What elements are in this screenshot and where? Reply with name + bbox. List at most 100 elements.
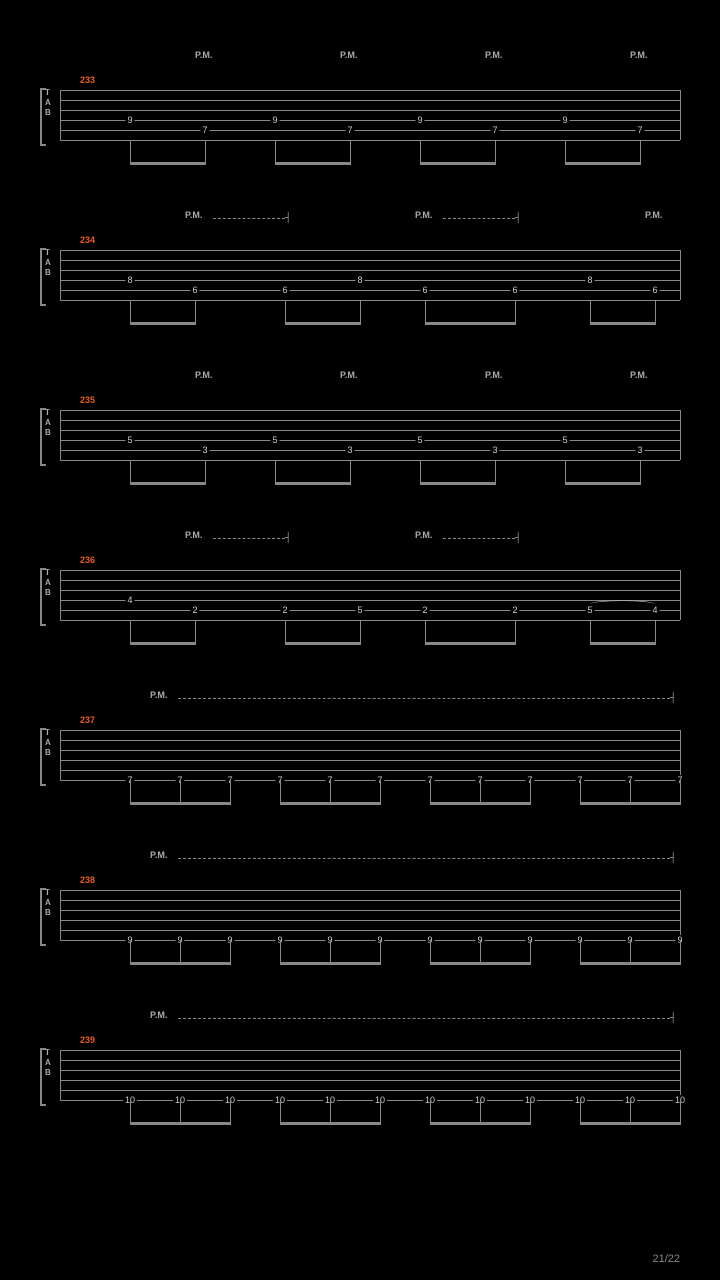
beam: [590, 642, 656, 645]
measure: P.M. ┤ 239 TAB 101010101010101010101010: [40, 1010, 680, 1160]
pm-label: P.M.: [340, 50, 357, 60]
pm-dash-end: ┤: [515, 532, 521, 542]
page-number: 21/22: [652, 1253, 680, 1265]
fret-number: 3: [200, 445, 209, 455]
tab-clef: TAB: [45, 568, 51, 598]
stems: [60, 940, 680, 975]
string-line: [60, 270, 680, 271]
string-line: [60, 250, 680, 251]
staff: 86686686: [60, 250, 680, 300]
beam: [280, 1122, 381, 1125]
pm-label: P.M.: [485, 50, 502, 60]
pm-row: P.M.┤P.M.┤P.M.: [40, 210, 680, 230]
pm-label: P.M.: [195, 50, 212, 60]
fret-number: 6: [650, 285, 659, 295]
measure-number: 239: [80, 1035, 95, 1045]
string-line: [60, 1060, 680, 1061]
pm-label: P.M.: [645, 210, 662, 220]
measure: P.M.┤237TAB777777777777: [40, 690, 680, 840]
beam: [580, 1122, 681, 1125]
barline: [680, 90, 681, 140]
stems: [60, 140, 680, 175]
string-line: [60, 580, 680, 581]
barline: [60, 90, 61, 140]
beam: [130, 802, 231, 805]
string-line: [60, 770, 680, 771]
string-line: [60, 110, 680, 111]
fret-number: 6: [420, 285, 429, 295]
measure: P.M.P.M.P.M.P.M.233TAB97979797: [40, 50, 680, 200]
beam: [130, 962, 231, 965]
fret-number: 4: [650, 605, 659, 615]
string-line: [60, 420, 680, 421]
fret-number: 5: [415, 435, 424, 445]
pm-dash: [178, 698, 670, 699]
pm-dash-end: ┤: [670, 852, 676, 862]
pm-dash-end: ┤: [515, 212, 521, 222]
fret-number: 5: [270, 435, 279, 445]
fret-number: 6: [190, 285, 199, 295]
beam: [430, 1122, 531, 1125]
fret-number: 3: [345, 445, 354, 455]
beam: [130, 322, 196, 325]
measure-number: 237: [80, 715, 95, 725]
string-line: [60, 920, 680, 921]
barline: [60, 890, 61, 940]
fret-number: 2: [190, 605, 199, 615]
pm-label: P.M.: [150, 1010, 167, 1020]
stems: [60, 300, 680, 335]
beam: [280, 802, 381, 805]
pm-row: P.M.P.M.P.M.P.M.: [40, 50, 680, 70]
measure: P.M.P.M.P.M.P.M.235TAB53535353: [40, 370, 680, 520]
beam: [425, 642, 516, 645]
barline: [60, 410, 61, 460]
measure-number: 234: [80, 235, 95, 245]
fret-number: 5: [125, 435, 134, 445]
stems: [60, 460, 680, 495]
string-line: [60, 570, 680, 571]
pm-row: P.M.┤: [40, 850, 680, 870]
stems: [60, 780, 680, 815]
stems: [60, 1100, 680, 1135]
string-line: [60, 430, 680, 431]
beam: [130, 482, 206, 485]
string-line: [60, 900, 680, 901]
beam: [130, 642, 196, 645]
tab-clef: TAB: [45, 248, 51, 278]
barline: [680, 1050, 681, 1100]
string-line: [60, 890, 680, 891]
fret-number: 7: [490, 125, 499, 135]
pm-row: P.M.P.M.P.M.P.M.: [40, 370, 680, 390]
fret-number: 6: [280, 285, 289, 295]
pm-label: P.M.: [185, 530, 202, 540]
pm-label: P.M.: [415, 210, 432, 220]
pm-label: P.M.: [630, 370, 647, 380]
beam: [565, 482, 641, 485]
string-line: [60, 1050, 680, 1051]
pm-label: P.M.: [185, 210, 202, 220]
tab-clef: TAB: [45, 408, 51, 438]
fret-number: 8: [585, 275, 594, 285]
string-line: [60, 760, 680, 761]
pm-dash: [443, 538, 515, 539]
pm-label: P.M.: [340, 370, 357, 380]
beam: [430, 802, 531, 805]
pm-dash-end: ┤: [670, 1012, 676, 1022]
string-line: [60, 1080, 680, 1081]
fret-number: 3: [635, 445, 644, 455]
string-line: [60, 120, 680, 121]
fret-number: 9: [125, 115, 134, 125]
string-line: [60, 740, 680, 741]
pm-label: P.M.: [415, 530, 432, 540]
tab-clef: TAB: [45, 1048, 51, 1078]
measure-number: 233: [80, 75, 95, 85]
measure-number: 238: [80, 875, 95, 885]
tab-clef: TAB: [45, 88, 51, 118]
pm-row: P.M. ┤: [40, 1010, 680, 1030]
fret-number: 2: [280, 605, 289, 615]
fret-number: 2: [510, 605, 519, 615]
barline: [60, 1050, 61, 1100]
measure: P.M.┤P.M.┤236TAB42252254: [40, 530, 680, 680]
fret-number: 7: [200, 125, 209, 135]
staff: 101010101010101010101010: [60, 1050, 680, 1100]
